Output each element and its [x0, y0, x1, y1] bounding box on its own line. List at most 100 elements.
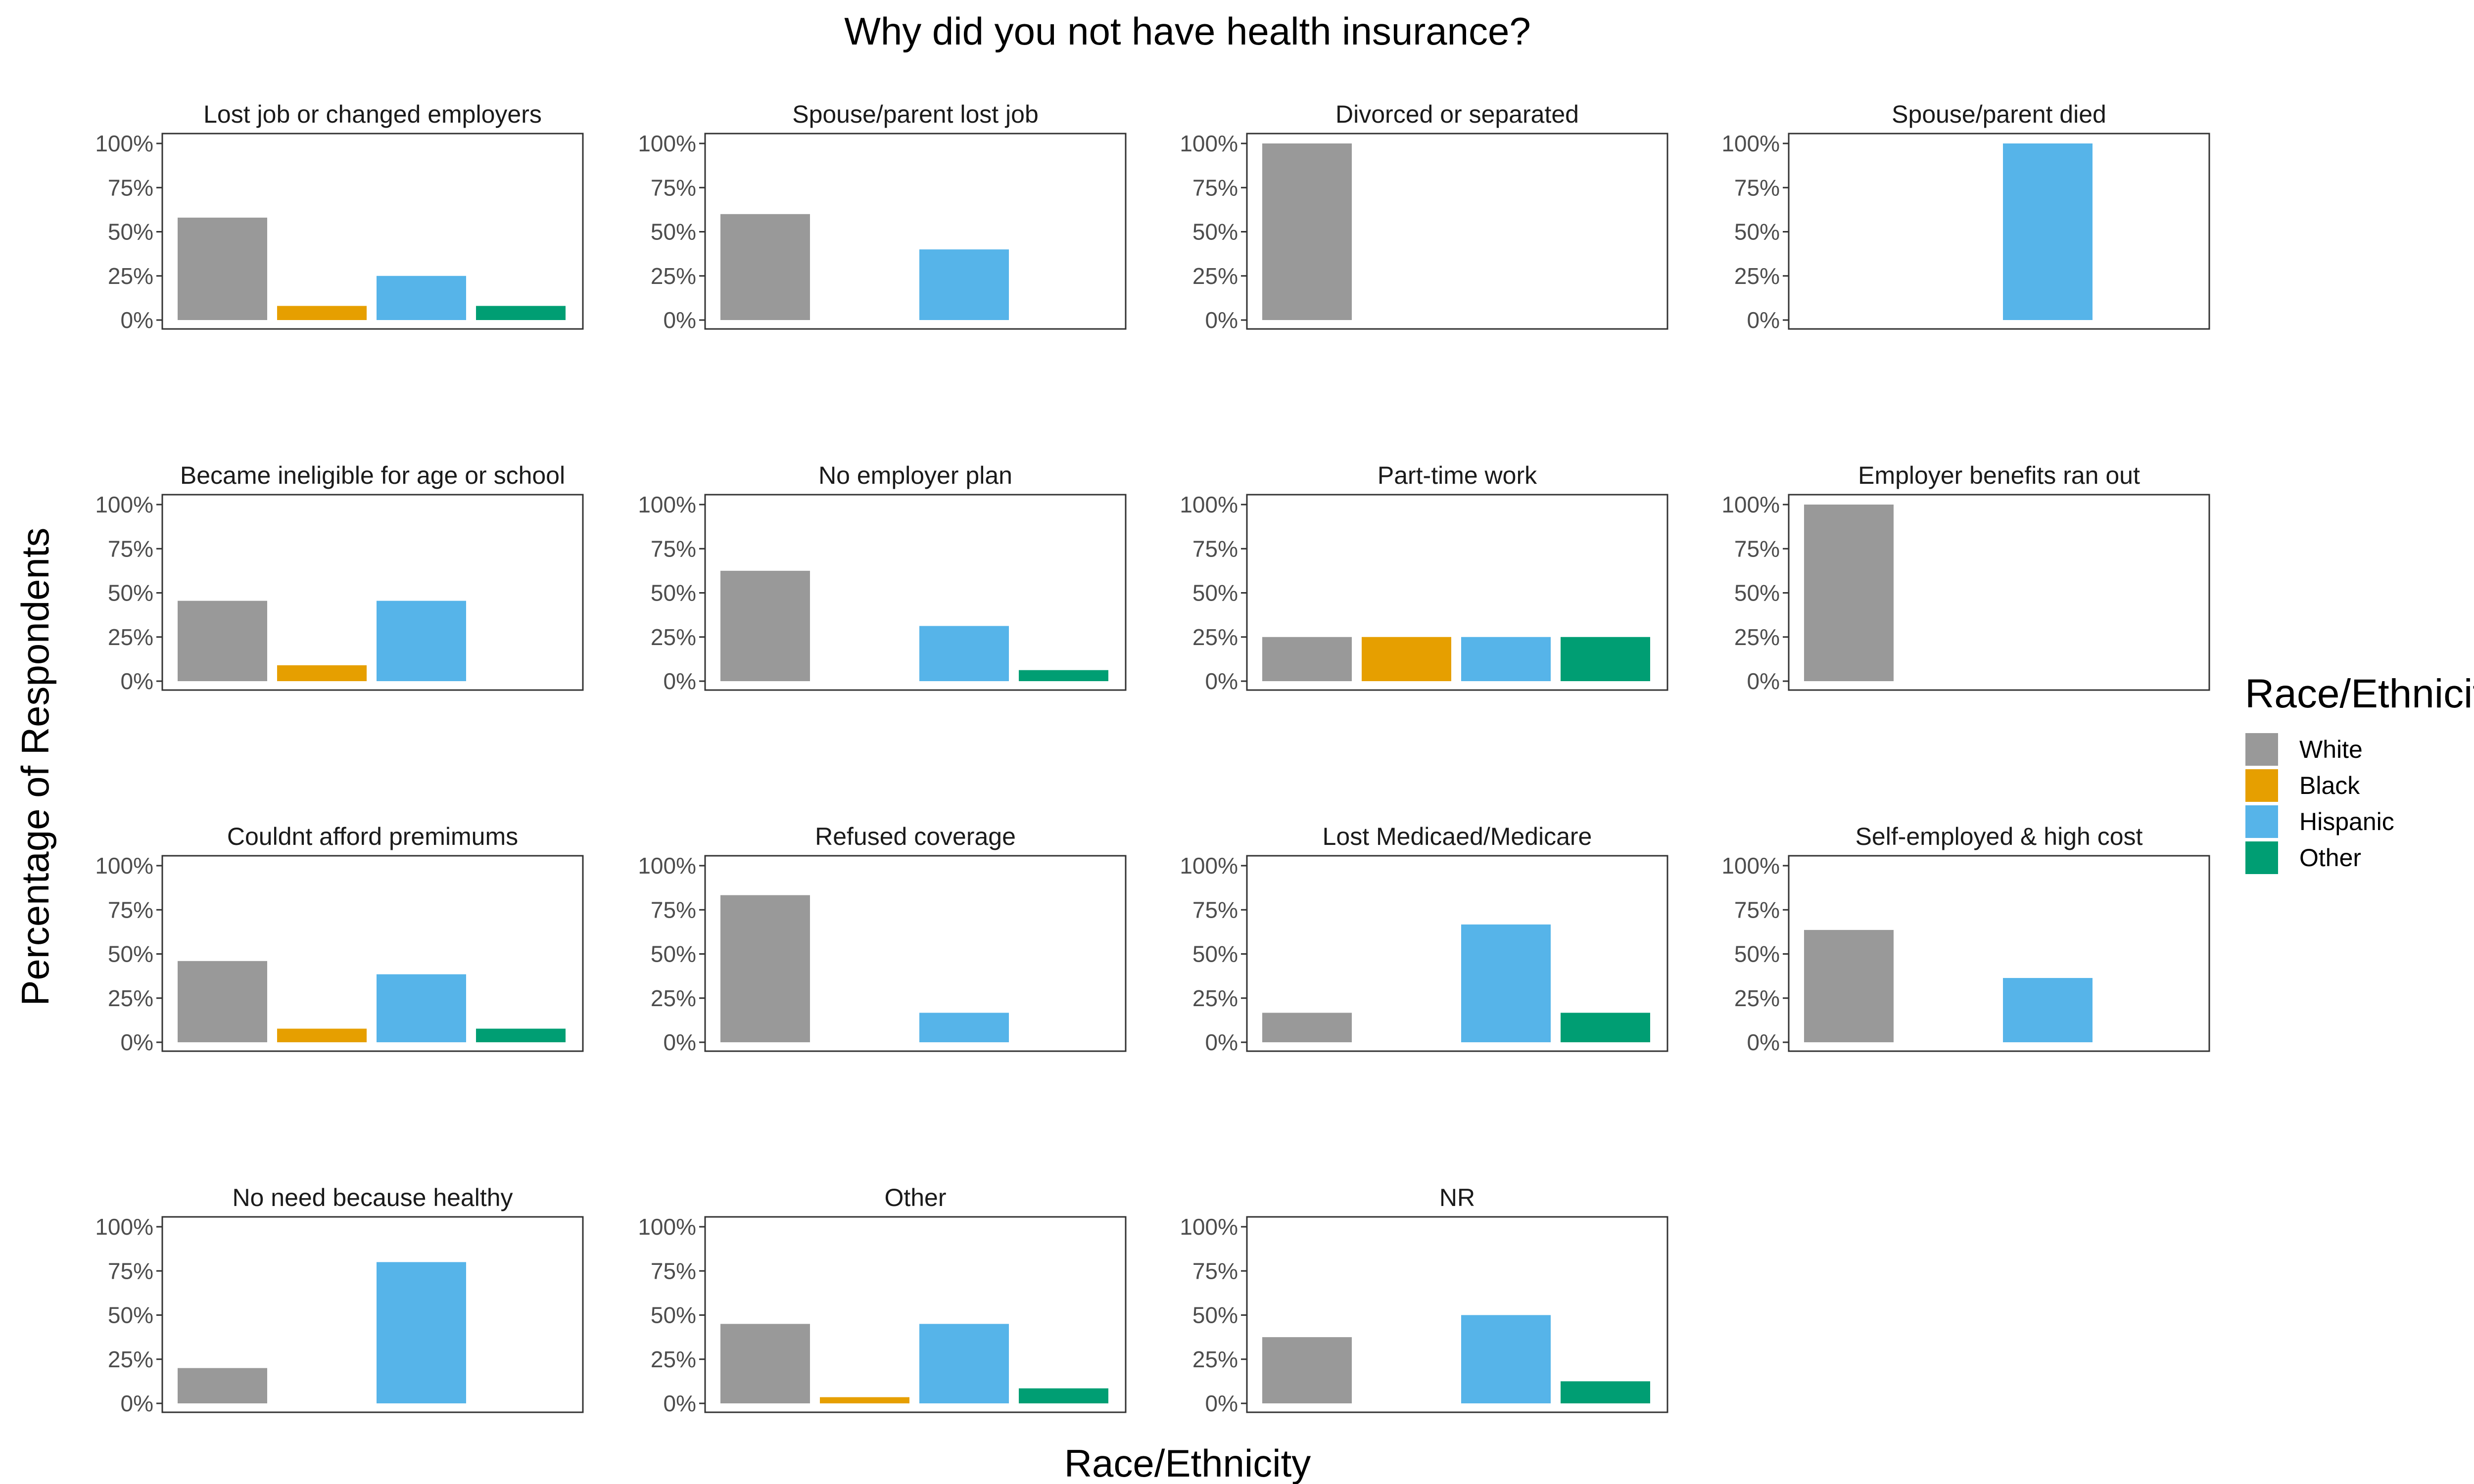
bar-hispanic — [377, 601, 466, 681]
y-tick-label: 25% — [651, 263, 696, 289]
y-tick-label: 75% — [1192, 897, 1238, 923]
y-axis-title: Percentage of Respondents — [13, 527, 57, 1006]
y-tick-label: 100% — [1721, 853, 1780, 879]
chart-title: Why did you not have health insurance? — [844, 9, 1531, 53]
panel-title: Employer benefits ran out — [1858, 462, 2140, 489]
panel-nr: NR 0% 25% 50% 75% 100% — [1180, 1184, 1668, 1416]
panel-title: No employer plan — [818, 462, 1012, 489]
panel-became-ineligible-for-age-or-school: Became ineligible for age or school 0% 25%… — [95, 462, 584, 694]
panel-title: Couldnt afford premimums — [227, 823, 518, 850]
bar-hispanic — [377, 1262, 466, 1403]
y-tick-label: 0% — [664, 668, 696, 694]
y-tick-label: 100% — [638, 492, 696, 517]
y-tick-label: 0% — [121, 1029, 153, 1055]
bar-white — [178, 1368, 267, 1403]
bar-hispanic — [919, 1013, 1009, 1042]
panel-title: Lost Medicaed/Medicare — [1323, 823, 1592, 850]
bar-black — [277, 1028, 367, 1042]
panel-title: Self-employed & high cost — [1856, 823, 2143, 850]
y-tick-label: 25% — [1192, 263, 1238, 289]
bar-white — [720, 1324, 810, 1403]
panel-title: Refused coverage — [815, 823, 1016, 850]
y-tick-label: 100% — [1721, 131, 1780, 156]
panel-title: No need because healthy — [232, 1184, 513, 1211]
panel-refused-coverage: Refused coverage 0% 25% 50% 75% 100% — [638, 823, 1127, 1055]
y-tick-label: 0% — [121, 668, 153, 694]
y-tick-label: 75% — [1192, 536, 1238, 561]
y-tick-label: 100% — [638, 853, 696, 879]
y-tick-label: 0% — [1205, 307, 1238, 333]
y-tick-label: 50% — [1192, 580, 1238, 606]
panel-self-employed-high-cost: Self-employed & high cost 0% 25% 50% 75% 100% — [1721, 823, 2210, 1055]
y-tick-label: 0% — [1747, 1029, 1780, 1055]
legend-swatch — [2245, 769, 2278, 802]
y-tick-label: 0% — [121, 1391, 153, 1416]
legend-label: Other — [2299, 844, 2361, 872]
y-tick-label: 50% — [651, 219, 696, 245]
bar-other — [476, 1028, 566, 1042]
bar-hispanic — [377, 276, 466, 320]
y-tick-label: 75% — [1734, 897, 1780, 923]
bar-white — [1262, 1337, 1352, 1403]
y-tick-label: 25% — [1734, 624, 1780, 650]
y-tick-label: 100% — [95, 131, 153, 156]
y-tick-label: 100% — [1180, 853, 1238, 879]
bar-hispanic — [919, 626, 1009, 681]
bar-black — [277, 665, 367, 681]
y-tick-label: 75% — [108, 536, 153, 561]
y-tick-label: 25% — [651, 624, 696, 650]
y-tick-label: 0% — [664, 1391, 696, 1416]
legend-entry-other: Other — [2245, 841, 2361, 874]
panel-divorced-or-separated: Divorced or separated 0% 25% 50% 75% 100% — [1180, 100, 1668, 333]
y-tick-label: 50% — [1192, 1302, 1238, 1328]
y-tick-label: 50% — [108, 580, 153, 606]
bar-black — [820, 1397, 909, 1403]
bar-white — [178, 217, 267, 320]
legend-title: Race/Ethnicity — [2245, 671, 2474, 716]
legend: Race/Ethnicity White Black Hispanic Other — [2245, 671, 2474, 874]
panel-title: Other — [884, 1184, 946, 1211]
bar-white — [1262, 1013, 1352, 1042]
y-tick-label: 75% — [108, 175, 153, 200]
y-tick-label: 0% — [1747, 307, 1780, 333]
bar-white — [178, 601, 267, 681]
y-tick-label: 0% — [1205, 1391, 1238, 1416]
y-tick-label: 75% — [1192, 1258, 1238, 1284]
bar-white — [720, 214, 810, 320]
y-tick-label: 25% — [108, 624, 153, 650]
panel-other: Other 0% 25% 50% 75% 100% — [638, 1184, 1127, 1416]
y-tick-label: 25% — [108, 263, 153, 289]
y-tick-label: 100% — [638, 131, 696, 156]
y-tick-label: 25% — [108, 985, 153, 1011]
panel-title: Part-time work — [1378, 462, 1537, 489]
panel-no-need-because-healthy: No need because healthy 0% 25% 50% 75% 100% — [95, 1184, 584, 1416]
bar-white — [178, 961, 267, 1042]
panel-couldnt-afford-premimums: Couldnt afford premimums 0% 25% 50% 75% 100% — [95, 823, 584, 1055]
panel-title: Lost job or changed employers — [203, 100, 542, 128]
legend-entries: White Black Hispanic Other — [2245, 733, 2394, 874]
y-tick-label: 0% — [664, 307, 696, 333]
x-axis-title: Race/Ethnicity — [1064, 1441, 1311, 1484]
y-tick-label: 75% — [651, 1258, 696, 1284]
bar-white — [720, 570, 810, 681]
legend-entry-hispanic: Hispanic — [2245, 805, 2394, 838]
bar-other — [1561, 1381, 1650, 1403]
facet-panels: Lost job or changed employers 0% 25% 50% 75%… — [95, 100, 2210, 1416]
bar-white — [720, 895, 810, 1042]
panel-title: Became ineligible for age or school — [180, 462, 565, 489]
y-tick-label: 25% — [651, 1346, 696, 1372]
y-tick-label: 100% — [95, 492, 153, 517]
panel-title: NR — [1439, 1184, 1475, 1211]
bar-hispanic — [1461, 1315, 1551, 1403]
y-tick-label: 0% — [1205, 1029, 1238, 1055]
y-tick-label: 75% — [651, 175, 696, 200]
y-tick-label: 0% — [1205, 668, 1238, 694]
y-tick-label: 50% — [1734, 580, 1780, 606]
legend-entry-white: White — [2245, 733, 2363, 766]
legend-swatch — [2245, 805, 2278, 838]
y-tick-label: 50% — [651, 1302, 696, 1328]
y-tick-label: 50% — [651, 941, 696, 967]
y-tick-label: 50% — [108, 219, 153, 245]
y-tick-label: 100% — [638, 1214, 696, 1240]
